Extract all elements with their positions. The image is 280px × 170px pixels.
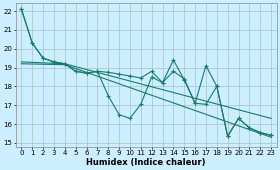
X-axis label: Humidex (Indice chaleur): Humidex (Indice chaleur) xyxy=(87,158,206,167)
